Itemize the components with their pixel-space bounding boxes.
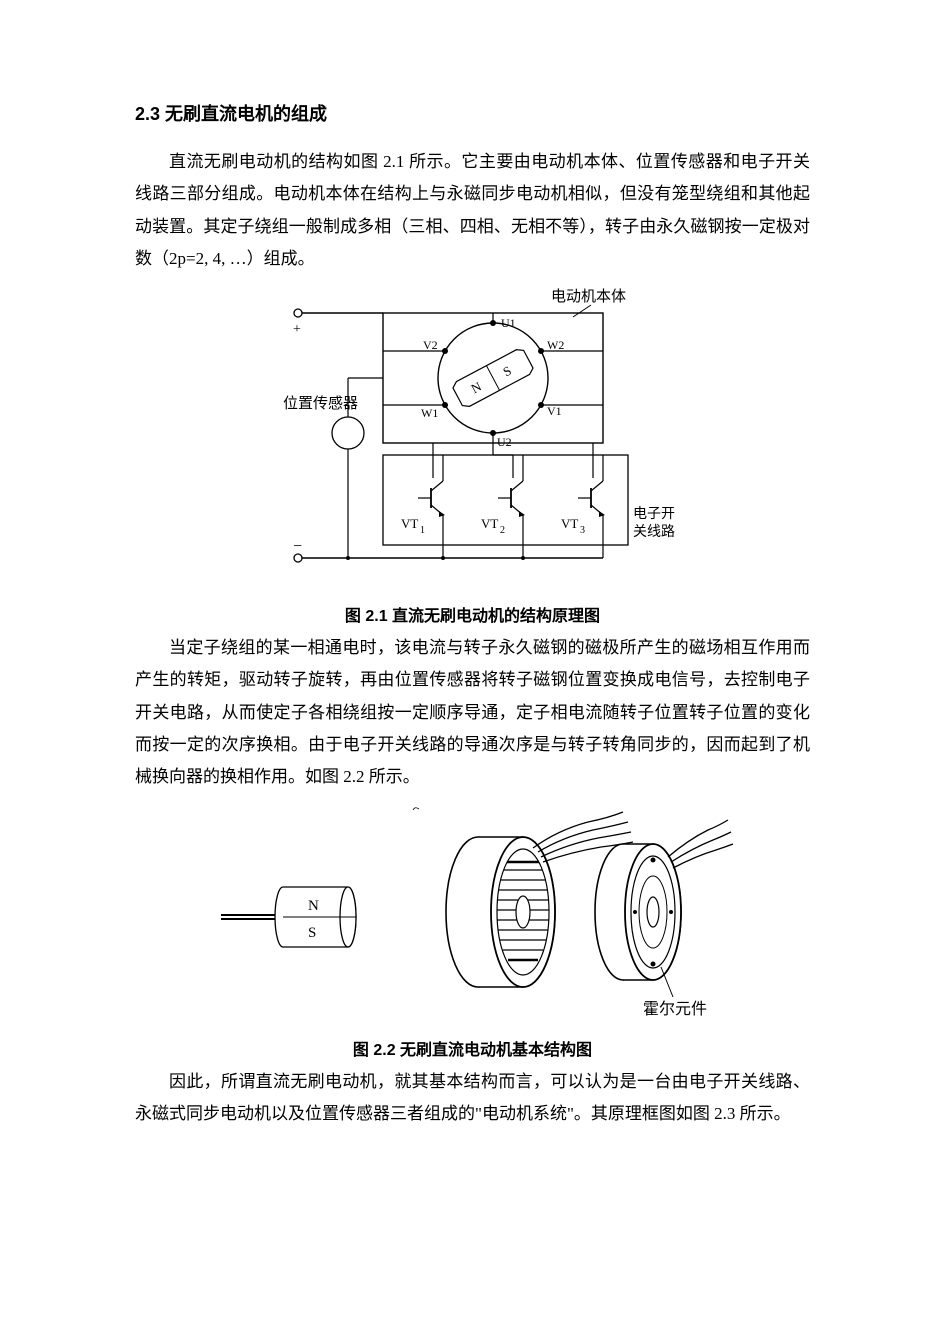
transistor-vt2: VT 2	[481, 455, 525, 558]
rotor-magnet: N S	[221, 887, 356, 947]
figure-2-caption: 图 2.2 无刷直流电动机基本结构图	[135, 1036, 810, 1060]
svg-text:V1: V1	[547, 404, 562, 418]
section-heading: 2.3 无刷直流电机的组成	[135, 100, 810, 126]
structure-diagram: N S	[213, 802, 733, 1027]
figure-1: 电动机本体 + − N S U1 U2 W2 V1	[135, 283, 810, 598]
svg-text:−: −	[293, 538, 302, 555]
svg-text:3: 3	[580, 525, 585, 536]
label-motor-body: 电动机本体	[551, 288, 626, 305]
label-switch-circuit-2: 关线路	[633, 524, 675, 540]
label-switch-circuit-1: 电子开	[633, 506, 675, 522]
svg-text:W2: W2	[547, 338, 564, 352]
svg-text:VT: VT	[561, 516, 578, 531]
svg-text:+: +	[293, 322, 301, 337]
paragraph-3: 因此，所谓直流无刷电动机，就其基本结构而言，可以认为是一台由电子开关线路、永磁式…	[135, 1066, 810, 1131]
figure-2: N S	[135, 802, 810, 1032]
label-position-sensor: 位置传感器	[283, 395, 358, 412]
svg-text:S: S	[308, 925, 316, 941]
label-hall-element: 霍尔元件	[643, 1000, 707, 1018]
svg-text:VT: VT	[401, 516, 418, 531]
figure-1-caption: 图 2.1 直流无刷电动机的结构原理图	[135, 602, 810, 626]
transistor-vt1: VT 1	[401, 455, 445, 558]
svg-text:2: 2	[500, 525, 505, 536]
svg-text:1: 1	[420, 525, 425, 536]
svg-text:N: N	[308, 898, 319, 914]
paragraph-2: 当定子绕组的某一相通电时，该电流与转子永久磁钢的磁极所产生的磁场相互作用而产生的…	[135, 632, 810, 793]
end-cap	[595, 820, 733, 980]
svg-text:W1: W1	[421, 406, 438, 420]
schematic-diagram: 电动机本体 + − N S U1 U2 W2 V1	[263, 283, 683, 593]
svg-text:U1: U1	[501, 316, 516, 330]
svg-text:V2: V2	[423, 338, 438, 352]
transistor-vt3: VT 3	[561, 455, 605, 558]
paragraph-1: 直流无刷电动机的结构如图 2.1 所示。它主要由电动机本体、位置传感器和电子开关…	[135, 146, 810, 275]
svg-text:U2: U2	[497, 435, 512, 449]
svg-text:VT: VT	[481, 516, 498, 531]
